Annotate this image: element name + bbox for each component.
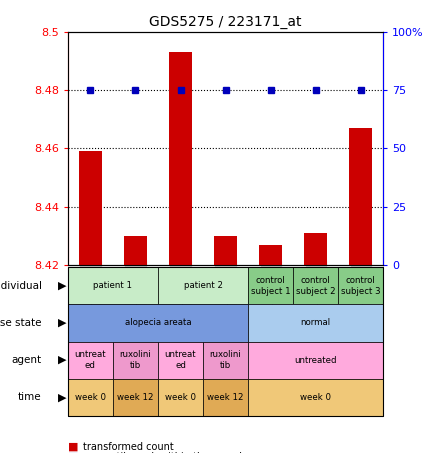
Text: ■: ■ [68,442,78,452]
Text: transformed count: transformed count [83,442,174,452]
Text: agent: agent [11,355,42,365]
Text: week 0: week 0 [165,393,196,402]
Bar [350,128,372,265]
Text: untreat
ed: untreat ed [165,351,196,370]
Text: ruxolini
tib: ruxolini tib [210,351,241,370]
Text: control
subject 2: control subject 2 [296,276,336,295]
Text: ■: ■ [68,452,78,453]
Text: ▶: ▶ [58,392,67,402]
Text: week 0: week 0 [75,393,106,402]
Text: patient 1: patient 1 [93,281,132,290]
Text: ▶: ▶ [58,281,67,291]
Text: disease state: disease state [0,318,42,328]
Text: patient 2: patient 2 [184,281,223,290]
Text: time: time [18,392,42,402]
Text: week 12: week 12 [207,393,244,402]
Bar [169,52,192,265]
Text: percentile rank within the sample: percentile rank within the sample [83,452,248,453]
Bar [304,233,327,265]
Text: untreated: untreated [294,356,337,365]
Text: ▶: ▶ [58,355,67,365]
Text: week 12: week 12 [117,393,154,402]
Text: week 0: week 0 [300,393,331,402]
Bar [124,236,147,265]
Text: ruxolini
tib: ruxolini tib [120,351,152,370]
Title: GDS5275 / 223171_at: GDS5275 / 223171_at [149,15,302,29]
Bar [79,151,102,265]
Text: normal: normal [300,318,331,328]
Text: ▶: ▶ [58,318,67,328]
Bar [214,236,237,265]
Text: alopecia areata: alopecia areata [125,318,191,328]
Bar [259,245,282,265]
Text: untreat
ed: untreat ed [74,351,106,370]
Text: individual: individual [0,281,42,291]
Text: control
subject 1: control subject 1 [251,276,290,295]
Text: control
subject 3: control subject 3 [341,276,381,295]
